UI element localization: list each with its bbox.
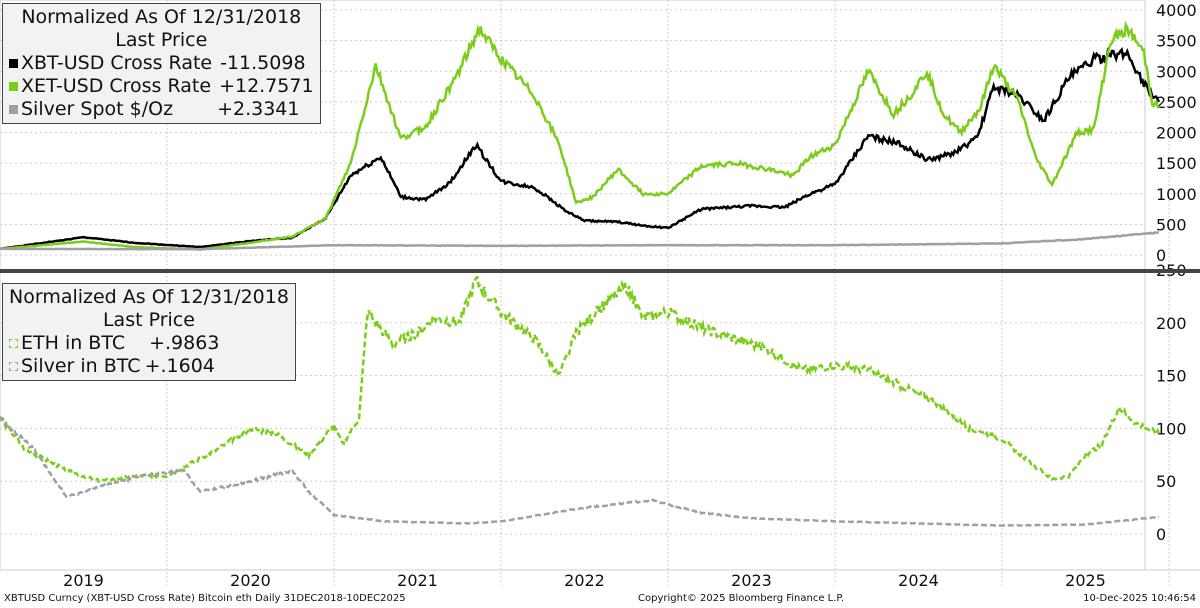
swatch-icon (9, 362, 18, 371)
x-tick-label: 2025 (1065, 571, 1106, 590)
legend-value: +.1604 (144, 355, 215, 377)
swatch-icon (9, 339, 18, 348)
legend-label: XET-USD Cross Rate (21, 75, 212, 97)
legend-title: Normalized As Of 12/31/2018 (21, 6, 302, 28)
x-tick-label: 2021 (397, 571, 438, 590)
legend-label: Silver in BTC (21, 355, 141, 377)
swatch-icon (9, 105, 18, 114)
y-tick-label: 0 (1156, 525, 1166, 544)
y-tick-label: 3500 (1156, 32, 1197, 51)
bottom-legend: Normalized As Of 12/31/2018 Last Price E… (2, 283, 296, 381)
y-tick-label: 3000 (1156, 62, 1197, 81)
y-tick-label: 1500 (1156, 154, 1197, 173)
footer-source: XBTUSD Curncy (XBT-USD Cross Rate) Bitco… (4, 593, 406, 604)
top-legend: Normalized As Of 12/31/2018 Last Price X… (2, 3, 321, 124)
y-tick-label: 100 (1156, 419, 1187, 438)
footer-copyright: Copyright© 2025 Bloomberg Finance L.P. (638, 593, 845, 604)
swatch-icon (9, 59, 18, 68)
y-tick-label: 150 (1156, 367, 1187, 386)
series-line-silver-spot-oz (0, 231, 1160, 251)
legend-item-xbt: XBT-USD Cross Rate -11.5098 (9, 52, 314, 75)
y-tick-label: 200 (1156, 314, 1187, 333)
legend-item-xet: XET-USD Cross Rate +12.7571 (9, 75, 314, 98)
legend-item-eth-btc: ETH in BTC +.9863 (9, 332, 289, 355)
legend-subtitle: Last Price (115, 29, 208, 51)
legend-value: +.9863 (149, 332, 220, 354)
y-tick-label: 0 (1156, 246, 1166, 265)
series-line-silver-in-btc (0, 416, 1160, 527)
legend-value: +12.7571 (219, 75, 314, 97)
y-tick-label: 1000 (1156, 185, 1197, 204)
x-tick-label: 2020 (230, 571, 271, 590)
y-tick-label: 4000 (1156, 1, 1197, 20)
legend-value: -11.5098 (220, 52, 306, 74)
legend-subtitle: Last Price (102, 309, 195, 331)
footer-timestamp: 10-Dec-2025 10:46:54 (1083, 593, 1196, 604)
legend-label: XBT-USD Cross Rate (21, 52, 213, 74)
x-tick-label: 2023 (731, 571, 772, 590)
y-tick-label: 50 (1156, 472, 1176, 491)
legend-item-silver: Silver Spot $/Oz +2.3341 (9, 98, 314, 121)
series-line-eth-in-btc (0, 275, 1161, 484)
y-tick-label: 2000 (1156, 124, 1197, 143)
x-tick-label: 2019 (63, 571, 104, 590)
legend-title: Normalized As Of 12/31/2018 (9, 286, 289, 308)
legend-item-silver-btc: Silver in BTC +.1604 (9, 355, 289, 378)
y-tick-label: 500 (1156, 215, 1187, 234)
legend-label: ETH in BTC (21, 332, 126, 354)
series-line-xbt-usd-cross-rate (0, 46, 1161, 251)
y-tick-label: 2500 (1156, 93, 1197, 112)
x-tick-label: 2022 (564, 571, 605, 590)
legend-label: Silver Spot $/Oz (21, 98, 174, 120)
legend-value: +2.3341 (217, 98, 300, 120)
x-tick-label: 2024 (898, 571, 939, 590)
swatch-icon (9, 82, 18, 91)
